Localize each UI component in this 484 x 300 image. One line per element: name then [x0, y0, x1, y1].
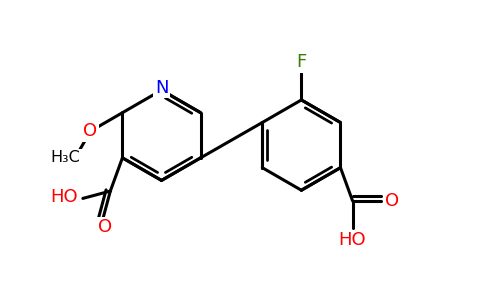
Text: O: O	[83, 122, 98, 140]
Text: O: O	[385, 192, 399, 210]
Text: HO: HO	[338, 231, 365, 249]
Text: HO: HO	[50, 188, 78, 206]
Text: H₃C: H₃C	[51, 150, 80, 165]
Text: N: N	[155, 79, 168, 97]
Text: O: O	[98, 218, 112, 236]
Text: F: F	[296, 53, 306, 71]
